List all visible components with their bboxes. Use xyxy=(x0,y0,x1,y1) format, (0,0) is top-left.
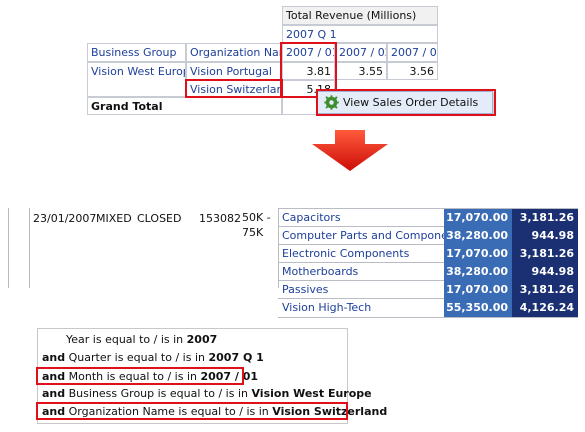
line-amount: 17,070.00 xyxy=(444,209,512,227)
business-group-header[interactable]: Business Group xyxy=(87,43,186,62)
category-link[interactable]: Electronic Components xyxy=(282,247,410,260)
filter-text: Business Group is equal to / is in xyxy=(68,387,248,400)
month-header[interactable]: 2007 / 01 xyxy=(282,43,335,62)
line-cost: 3,181.26 xyxy=(512,245,578,263)
order-date: 23/01/2007 xyxy=(33,212,97,225)
order-number: 153082 xyxy=(199,212,241,225)
revenue-cell[interactable]: 3.56 xyxy=(387,62,438,80)
filter-text: Month is equal to / is in xyxy=(68,370,197,383)
line-amount: 17,070.00 xyxy=(444,281,512,299)
filter-conjunction: and xyxy=(42,405,66,418)
filter-text: Organization Name is equal to / is in xyxy=(68,405,269,418)
context-menu[interactable]: View Sales Order Details xyxy=(317,91,493,114)
line-amount: 38,280.00 xyxy=(444,227,512,245)
filter-conjunction: and xyxy=(42,370,66,383)
filter-value: Vision Switzerland xyxy=(272,405,388,418)
line-cost: 4,126.24 xyxy=(512,299,578,317)
month-header[interactable]: 2007 / 02 xyxy=(335,43,387,62)
organization-name-header[interactable]: Organization Name xyxy=(186,43,282,62)
filter-line: and Organization Name is equal to / is i… xyxy=(42,405,387,418)
filter-text: Quarter is equal to / is in xyxy=(68,351,205,364)
line-cost: 944.98 xyxy=(512,227,578,245)
revenue-cell[interactable]: 3.81 xyxy=(282,62,335,80)
filter-value: 2007 / 01 xyxy=(200,370,259,383)
filter-value: Vision West Europe xyxy=(251,387,372,400)
grand-total-label: Grand Total xyxy=(87,97,282,115)
org-cell[interactable]: Vision Portugal xyxy=(186,62,282,80)
line-cost: 944.98 xyxy=(512,263,578,281)
filter-line: and Quarter is equal to / is in 2007 Q 1 xyxy=(42,351,264,364)
line-cost: 3,181.26 xyxy=(512,209,578,227)
filter-value: 2007 xyxy=(186,333,218,346)
view-sales-order-details-item[interactable]: View Sales Order Details xyxy=(343,96,479,109)
business-group-cell[interactable]: Vision West Europe xyxy=(87,62,186,97)
category-link[interactable]: Passives xyxy=(282,283,329,296)
filter-line: and Business Group is equal to / is in V… xyxy=(42,387,372,400)
category-link[interactable]: Motherboards xyxy=(282,265,359,278)
line-amount: 38,280.00 xyxy=(444,263,512,281)
line-amount: 17,070.00 xyxy=(444,245,512,263)
filter-text: Year is equal to / is in xyxy=(66,333,184,346)
filter-summary xyxy=(37,328,348,424)
org-cell[interactable]: Vision Switzerland xyxy=(186,80,282,97)
line-amount: 55,350.00 xyxy=(444,299,512,317)
category-link[interactable]: Vision High-Tech xyxy=(282,301,372,314)
filter-value: 2007 Q 1 xyxy=(208,351,264,364)
order-type: MIXED xyxy=(96,212,132,225)
category-link[interactable]: Computer Parts and Components xyxy=(282,229,445,242)
down-arrow-icon xyxy=(312,130,388,171)
month-header[interactable]: 2007 / 03 xyxy=(387,43,438,62)
filter-line: and Month is equal to / is in 2007 / 01 xyxy=(42,370,258,383)
filter-conjunction: and xyxy=(42,387,66,400)
quarter-header[interactable]: 2007 Q 1 xyxy=(282,25,438,43)
gear-icon xyxy=(324,95,339,110)
measure-header: Total Revenue (Millions) xyxy=(282,6,438,25)
order-size-band: 50K - 75K xyxy=(242,211,271,239)
category-link[interactable]: Capacitors xyxy=(282,211,341,224)
filter-line: Year is equal to / is in 2007 xyxy=(66,333,217,346)
line-cost: 3,181.26 xyxy=(512,281,578,299)
order-status: CLOSED xyxy=(137,212,182,225)
revenue-cell[interactable]: 3.55 xyxy=(335,62,387,80)
filter-conjunction: and xyxy=(42,351,66,364)
